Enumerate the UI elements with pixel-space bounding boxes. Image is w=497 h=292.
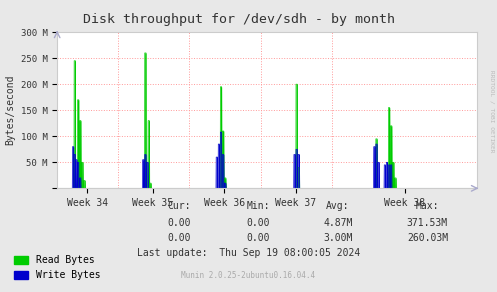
Text: Disk throughput for /dev/sdh - by month: Disk throughput for /dev/sdh - by month	[83, 13, 395, 26]
Text: Min:: Min:	[247, 201, 270, 211]
Text: Munin 2.0.25-2ubuntu0.16.04.4: Munin 2.0.25-2ubuntu0.16.04.4	[181, 271, 316, 280]
Text: Last update:  Thu Sep 19 08:00:05 2024: Last update: Thu Sep 19 08:00:05 2024	[137, 248, 360, 258]
Y-axis label: Bytes/second: Bytes/second	[5, 75, 15, 145]
Text: 4.87M: 4.87M	[323, 218, 353, 228]
Text: 371.53M: 371.53M	[407, 218, 448, 228]
Text: 0.00: 0.00	[247, 218, 270, 228]
Text: Cur:: Cur:	[167, 201, 191, 211]
Text: RRDTOOL / TOBI OETIKER: RRDTOOL / TOBI OETIKER	[490, 70, 495, 152]
Text: 3.00M: 3.00M	[323, 233, 353, 243]
Text: 0.00: 0.00	[167, 233, 191, 243]
Text: 260.03M: 260.03M	[407, 233, 448, 243]
Text: Avg:: Avg:	[326, 201, 350, 211]
Text: 0.00: 0.00	[247, 233, 270, 243]
Text: 0.00: 0.00	[167, 218, 191, 228]
Legend: Read Bytes, Write Bytes: Read Bytes, Write Bytes	[10, 252, 104, 284]
Text: Max:: Max:	[415, 201, 439, 211]
